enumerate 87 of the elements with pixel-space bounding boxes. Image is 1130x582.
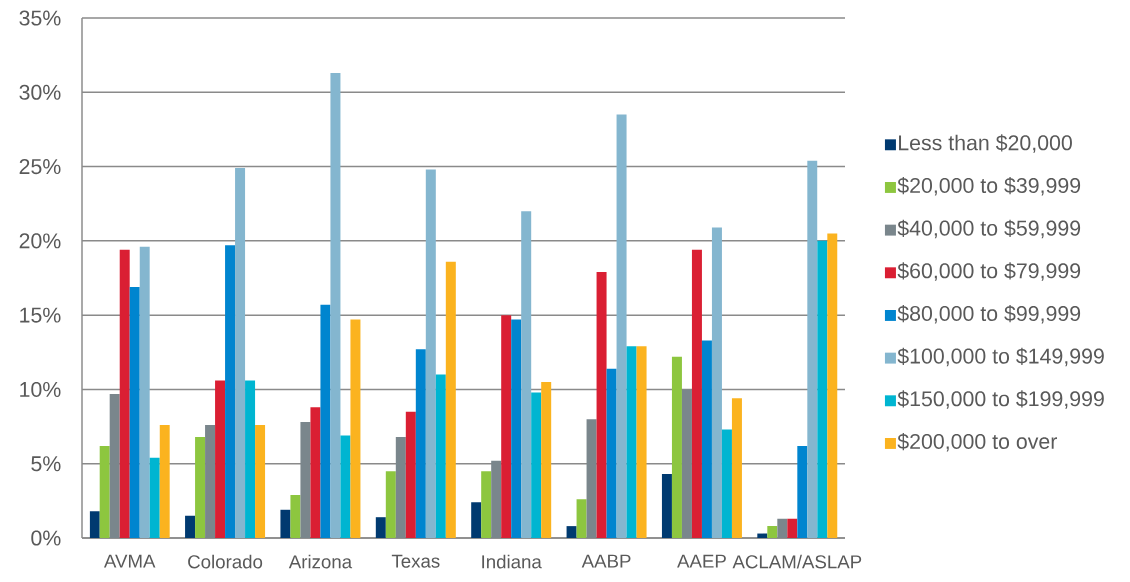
- y-tick-label: 15%: [20, 307, 61, 323]
- bar: [626, 346, 637, 538]
- legend-label: $80,000 to $99,999: [897, 305, 1081, 324]
- bar: [661, 474, 672, 538]
- bar: [405, 411, 416, 538]
- bar: [471, 502, 482, 538]
- legend-label: $200,000 to over: [897, 433, 1058, 452]
- bar: [576, 499, 587, 538]
- bar: [109, 393, 120, 538]
- x-tick-label: AVMA: [103, 554, 156, 568]
- bar: [119, 249, 130, 538]
- x-tick-label: AABP: [581, 554, 631, 568]
- x-tick-label: AAEP: [677, 554, 726, 568]
- bar: [415, 349, 426, 538]
- bar: [827, 233, 838, 538]
- bar: [320, 304, 331, 538]
- y-tick-label: 30%: [19, 84, 61, 100]
- y-tick-label: 35%: [19, 10, 61, 26]
- x-tick-label: Arizona: [288, 554, 353, 569]
- bar: [159, 425, 170, 538]
- bar: [129, 286, 140, 538]
- bar: [205, 425, 216, 538]
- bar: [711, 227, 722, 538]
- bar: [445, 261, 456, 538]
- y-tick-label: 10%: [20, 381, 61, 397]
- bar: [606, 368, 617, 538]
- bar: [215, 380, 226, 538]
- x-tick-label: Colorado: [188, 554, 263, 569]
- bar: [139, 246, 150, 538]
- bar: [501, 315, 512, 538]
- bar: [566, 526, 577, 538]
- bar: [340, 435, 351, 538]
- bar: [787, 518, 798, 538]
- bar: [531, 392, 542, 538]
- bar: [701, 340, 712, 538]
- bar: [300, 422, 311, 538]
- bar: [245, 380, 256, 538]
- bar: [350, 319, 361, 538]
- bar: [375, 517, 386, 538]
- bar: [541, 382, 552, 538]
- y-tick-label: 20%: [19, 233, 61, 249]
- bar: [691, 249, 702, 538]
- x-tick-label: ACLAM/ASLAP: [732, 554, 862, 569]
- bar: [721, 429, 732, 538]
- legend-label: $150,000 to $199,999: [897, 390, 1104, 409]
- bar: [185, 515, 196, 538]
- bar: [731, 398, 742, 538]
- legend-label: $60,000 to $79,999: [897, 262, 1081, 281]
- bar: [616, 114, 627, 538]
- bar: [491, 460, 502, 538]
- bar: [807, 160, 818, 538]
- bar: [636, 346, 647, 538]
- legend-label: $20,000 to $39,999: [897, 177, 1081, 196]
- bar: [99, 445, 110, 538]
- bar: [681, 389, 692, 538]
- x-tick-label: Indiana: [482, 554, 542, 569]
- bar: [511, 319, 522, 538]
- bar: [767, 526, 778, 538]
- bar: [817, 240, 828, 538]
- bar: [89, 511, 100, 538]
- bar: [235, 168, 246, 538]
- bar: [195, 436, 206, 538]
- y-tick-label: 5%: [31, 456, 61, 472]
- bar: [435, 374, 446, 538]
- legend-label: $40,000 to $59,999: [897, 219, 1081, 239]
- y-tick-label: 0%: [31, 530, 61, 546]
- bar: [777, 518, 788, 538]
- legend-label: Less than $20,000: [899, 134, 1072, 153]
- y-tick-label: 25%: [19, 159, 61, 175]
- bar: [797, 445, 808, 538]
- bar: [481, 471, 492, 538]
- bar: [330, 72, 341, 538]
- bar: [255, 425, 266, 538]
- x-tick-label: Texas: [391, 554, 440, 568]
- bar: [425, 169, 436, 538]
- bar: [671, 356, 682, 538]
- bar: [596, 272, 607, 538]
- bar: [280, 509, 291, 538]
- bar: [521, 211, 532, 538]
- bar: [225, 245, 236, 538]
- bar: [385, 471, 396, 538]
- bar: [395, 436, 406, 538]
- legend-label: $100,000 to $149,999: [897, 347, 1104, 367]
- bar: [290, 494, 301, 538]
- bar: [310, 407, 321, 538]
- bar: [586, 419, 597, 538]
- bar: [149, 457, 160, 538]
